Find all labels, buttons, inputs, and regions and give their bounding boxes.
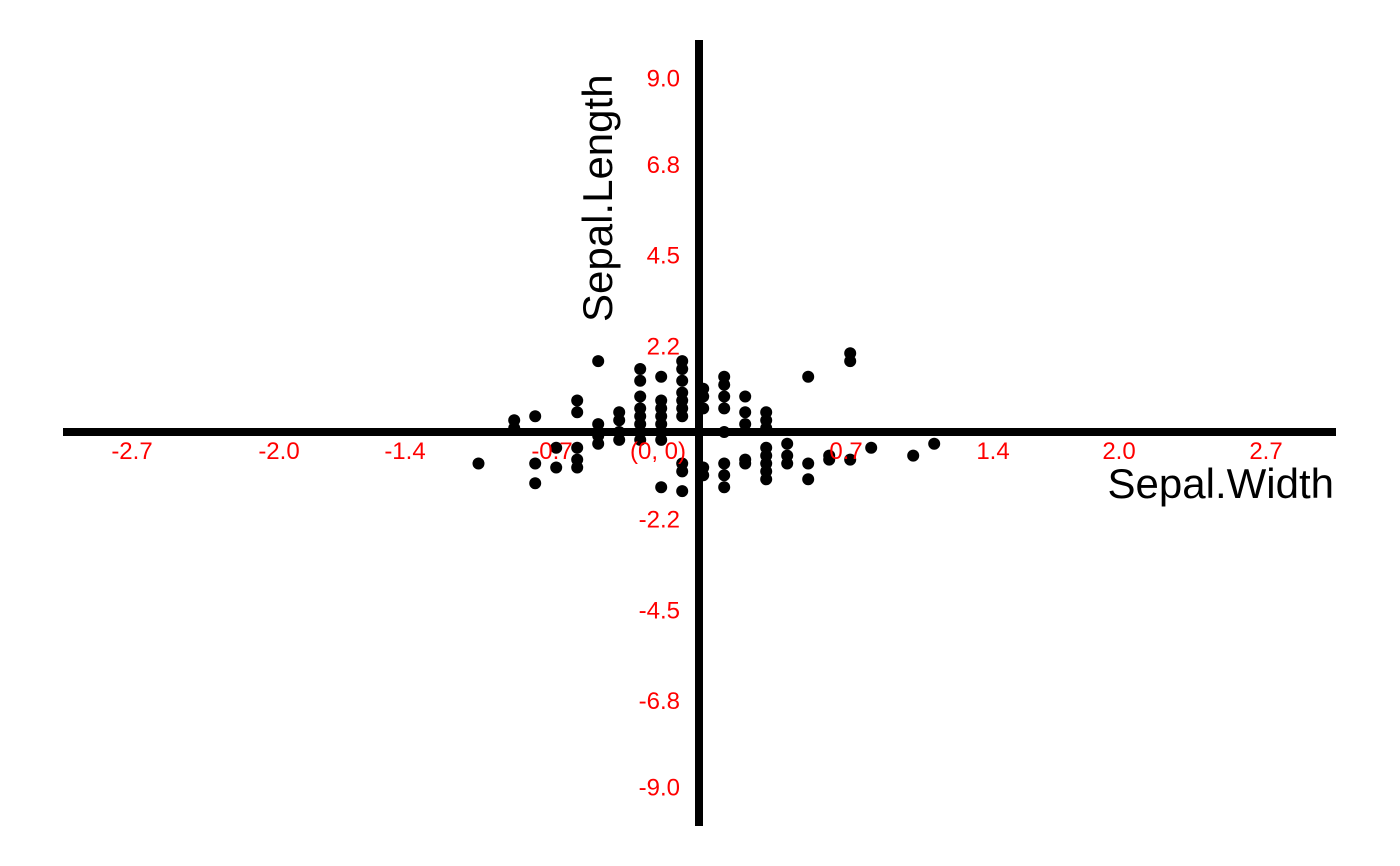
- data-point: [550, 441, 563, 454]
- x-axis-title: Sepal.Width: [1108, 460, 1334, 507]
- data-point: [676, 374, 689, 387]
- x-tick-label: 2.0: [1102, 438, 1135, 465]
- y-tick-label: -6.8: [639, 688, 680, 715]
- data-point: [718, 378, 731, 391]
- data-point: [655, 370, 668, 383]
- data-point: [844, 453, 857, 466]
- data-point: [529, 477, 542, 490]
- data-point: [739, 418, 752, 431]
- data-point: [634, 433, 647, 446]
- data-point: [907, 449, 920, 462]
- data-point: [613, 433, 626, 446]
- data-point: [844, 355, 857, 368]
- data-point: [739, 406, 752, 419]
- data-point: [655, 433, 668, 446]
- x-tick-label: -2.7: [111, 438, 152, 465]
- data-point: [571, 453, 584, 466]
- data-point: [676, 410, 689, 423]
- data-point: [571, 441, 584, 454]
- data-point: [550, 461, 563, 474]
- data-points: [472, 347, 941, 498]
- data-point: [571, 406, 584, 419]
- y-axis-title: Sepal.Length: [574, 74, 621, 322]
- y-tick-label: -2.2: [639, 507, 680, 534]
- data-point: [676, 363, 689, 375]
- data-point: [781, 437, 794, 450]
- x-tick-label: -0.7: [531, 438, 572, 465]
- y-tick-label: -9.0: [639, 775, 680, 802]
- data-point: [592, 418, 605, 431]
- y-tick-label: 9.0: [647, 65, 680, 92]
- data-point: [676, 465, 689, 478]
- data-point: [802, 370, 815, 383]
- data-point: [718, 469, 731, 482]
- x-tick-label: 1.4: [976, 438, 1009, 465]
- data-point: [718, 457, 731, 470]
- x-tick-label: -1.4: [384, 438, 425, 465]
- data-point: [718, 481, 731, 494]
- data-point: [865, 441, 878, 454]
- y-tick-label: 2.2: [647, 333, 680, 360]
- data-point: [634, 390, 647, 403]
- x-tick-label: 2.7: [1249, 438, 1282, 465]
- data-point: [655, 481, 668, 494]
- data-point: [802, 457, 815, 470]
- data-point: [781, 457, 794, 470]
- data-point: [718, 402, 731, 415]
- data-point: [571, 394, 584, 407]
- data-point: [592, 437, 605, 450]
- data-point: [760, 473, 773, 486]
- data-point: [613, 414, 626, 427]
- origin-label: (0, 0): [630, 438, 686, 465]
- data-point: [472, 457, 485, 470]
- data-point: [592, 355, 605, 368]
- data-point: [802, 473, 815, 486]
- y-tick-label: -4.5: [639, 597, 680, 624]
- data-point: [928, 437, 941, 450]
- y-tick-label: 6.8: [647, 152, 680, 179]
- data-point: [529, 410, 542, 423]
- data-point: [823, 453, 836, 466]
- data-point: [634, 363, 647, 375]
- x-tick-label: 0.7: [829, 438, 862, 465]
- data-point: [739, 390, 752, 403]
- data-point: [634, 374, 647, 387]
- y-tick-label: 4.5: [647, 243, 680, 270]
- data-point: [676, 485, 689, 498]
- tick-labels: -2.7 -2.0 -1.4 -0.7 0.7 1.4 2.0 2.7 9.0 6.8 4.5 2.2…: [111, 65, 1282, 801]
- data-point: [718, 390, 731, 403]
- x-tick-label: -2.0: [258, 438, 299, 465]
- data-point: [529, 457, 542, 470]
- data-point: [739, 457, 752, 470]
